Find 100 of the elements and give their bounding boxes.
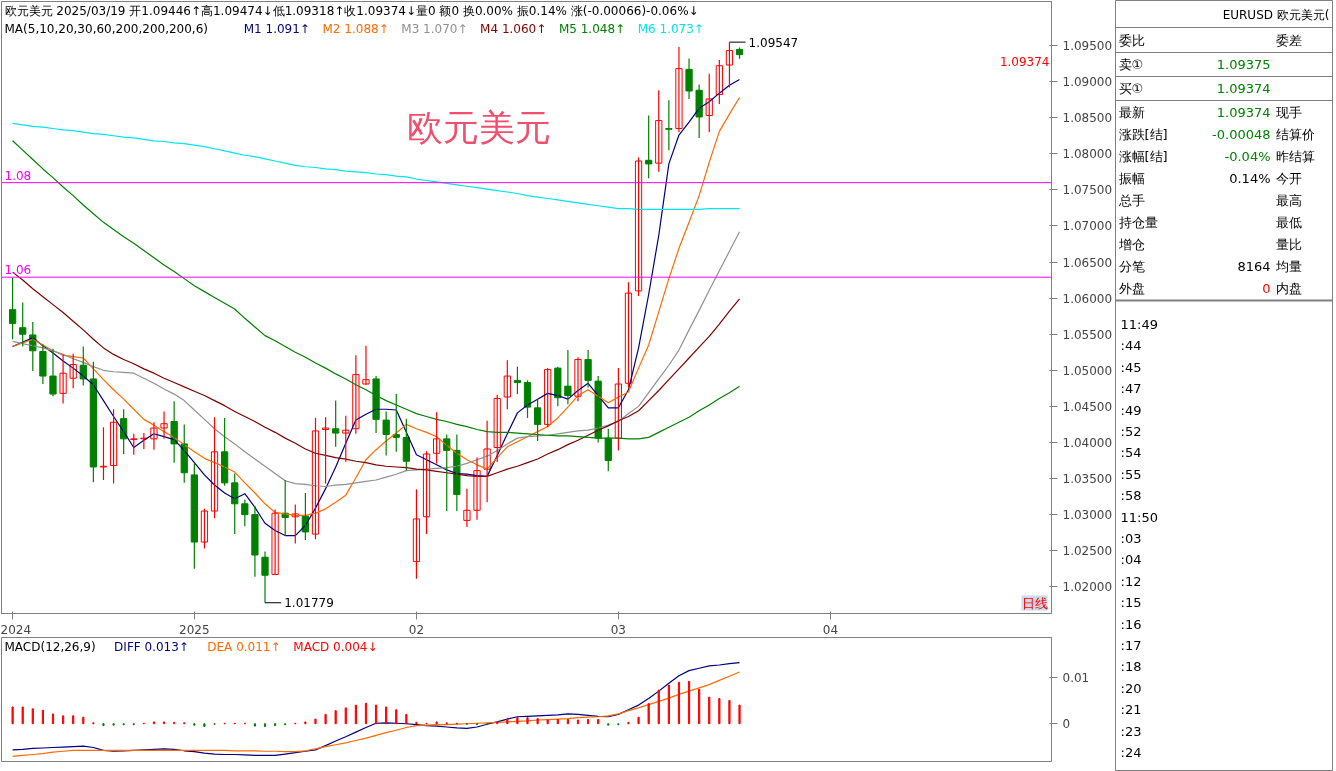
- y-tick-label: 1.05000: [1062, 363, 1113, 378]
- text: :49: [1120, 402, 1142, 418]
- text: :03: [1120, 531, 1142, 546]
- category-label: 总手: [1118, 193, 1145, 208]
- text: M1 1.091↑: [243, 21, 310, 36]
- text: 0: [1262, 281, 1271, 296]
- text: -0.04%: [1224, 149, 1271, 164]
- category-label: 委差: [1275, 33, 1302, 48]
- text: :44: [1120, 338, 1142, 354]
- text: M6 1.073↑: [637, 21, 704, 36]
- text: M4 1.060↑: [480, 21, 547, 36]
- category-label: 涨幅[结]: [1118, 149, 1168, 164]
- candlestick: [493, 394, 501, 463]
- text: :20: [1120, 680, 1142, 696]
- candlestick: [99, 426, 108, 481]
- text: 0.14%: [1229, 171, 1271, 186]
- category-label: 最低: [1275, 215, 1302, 230]
- candlestick: [130, 433, 138, 456]
- y-tick-label: 1.07000: [1062, 219, 1113, 234]
- text: M2 1.088↑: [322, 21, 389, 36]
- y-tick-label: 1.02000: [1062, 580, 1113, 595]
- text: 8164: [1237, 259, 1271, 274]
- text: :24: [1120, 745, 1142, 760]
- candlestick: [342, 415, 350, 463]
- x-tick-label: 2024: [0, 622, 32, 637]
- text: MA(5,10,20,30,60,200,200,200,6): [4, 21, 209, 36]
- ref-line-label: 1.06: [4, 263, 32, 278]
- category-label: 均量: [1275, 259, 1302, 274]
- text: :15: [1120, 595, 1142, 611]
- category-label: 今开: [1275, 171, 1302, 186]
- category-label: 买①: [1118, 81, 1144, 96]
- candlestick: [655, 89, 663, 173]
- text: :16: [1120, 616, 1142, 632]
- text: 11:49: [1120, 317, 1158, 332]
- ref-line-label: 1.08: [4, 168, 32, 183]
- text: :21: [1120, 702, 1142, 718]
- text: :17: [1120, 638, 1142, 653]
- category-label: 振幅: [1118, 171, 1145, 186]
- category-label: 结算价: [1275, 127, 1315, 142]
- text: -0.00048: [1212, 127, 1271, 142]
- category-label: 现手: [1275, 105, 1302, 120]
- text: :47: [1120, 381, 1142, 397]
- text: 11:50: [1120, 509, 1158, 525]
- x-tick-label: 2025: [179, 622, 210, 637]
- text: :55: [1120, 466, 1142, 482]
- y-tick-label: 1.08500: [1062, 111, 1113, 126]
- y-tick-label: 1.02500: [1062, 544, 1113, 559]
- y-tick-label: 0.01: [1062, 670, 1090, 685]
- text: 1.09374: [1216, 81, 1271, 96]
- category-label: 昨结算: [1275, 149, 1315, 164]
- text: :12: [1120, 573, 1142, 589]
- y-tick-label: 1.08000: [1062, 147, 1113, 162]
- text: M3 1.070↑: [401, 21, 468, 36]
- category-label: 涨跌[结]: [1118, 127, 1168, 142]
- x-tick-label: 02: [408, 622, 425, 637]
- text: M5 1.048↑: [558, 21, 626, 36]
- text: :52: [1120, 424, 1142, 439]
- annotation: 欧元美元: [406, 106, 551, 148]
- category-label: 外盘: [1118, 281, 1145, 296]
- annotation: 1.01779: [284, 596, 334, 611]
- text: :18: [1120, 659, 1142, 675]
- text: :54: [1120, 445, 1142, 461]
- category-label: 增仓: [1118, 237, 1145, 252]
- y-tick-label: 1.06500: [1062, 255, 1113, 270]
- category-label: 量比: [1275, 237, 1302, 252]
- annotation: 1.09547: [748, 35, 799, 50]
- text: 1.09374: [1216, 105, 1271, 120]
- text: DIFF 0.013↑: [114, 639, 189, 654]
- candlestick: [19, 301, 27, 348]
- y-tick-label: 1.07500: [1062, 183, 1113, 198]
- chart-title: MACD(12,26,9): [4, 639, 96, 654]
- text: :04: [1120, 552, 1142, 568]
- category-label: 内盘: [1275, 281, 1302, 296]
- y-tick-label: 1.09000: [1062, 75, 1113, 90]
- category-label: 最高: [1275, 193, 1302, 208]
- y-tick-label: 1.04000: [1062, 435, 1113, 450]
- candlestick: [554, 366, 562, 407]
- text: EURUSD 欧元美元(: [1222, 7, 1330, 22]
- category-label: 卖①: [1118, 57, 1144, 72]
- candlestick: [645, 114, 653, 179]
- y-tick-label: 1.03500: [1062, 472, 1113, 487]
- text: :45: [1120, 359, 1142, 375]
- text: :23: [1120, 723, 1142, 739]
- category-label: 委比: [1118, 33, 1145, 48]
- text: DEA 0.011↑: [207, 639, 281, 654]
- y-tick-label: 1.03000: [1062, 508, 1113, 523]
- category-label: 持仓量: [1118, 215, 1158, 230]
- candlestick: [231, 472, 239, 535]
- annotation: 1.09374: [999, 55, 1050, 69]
- candlestick: [382, 410, 390, 457]
- annotation: 日线: [1021, 595, 1048, 611]
- y-tick-label: 1.04500: [1062, 399, 1113, 414]
- x-tick-label: 04: [822, 622, 839, 637]
- text: :58: [1120, 488, 1142, 504]
- x-tick-label: 03: [610, 622, 627, 637]
- candlestick: [665, 99, 673, 151]
- text: MACD 0.004↓: [293, 639, 378, 654]
- text: 1.09375: [1216, 57, 1271, 72]
- candlestick: [332, 400, 340, 448]
- y-tick-label: 1.06000: [1062, 291, 1113, 306]
